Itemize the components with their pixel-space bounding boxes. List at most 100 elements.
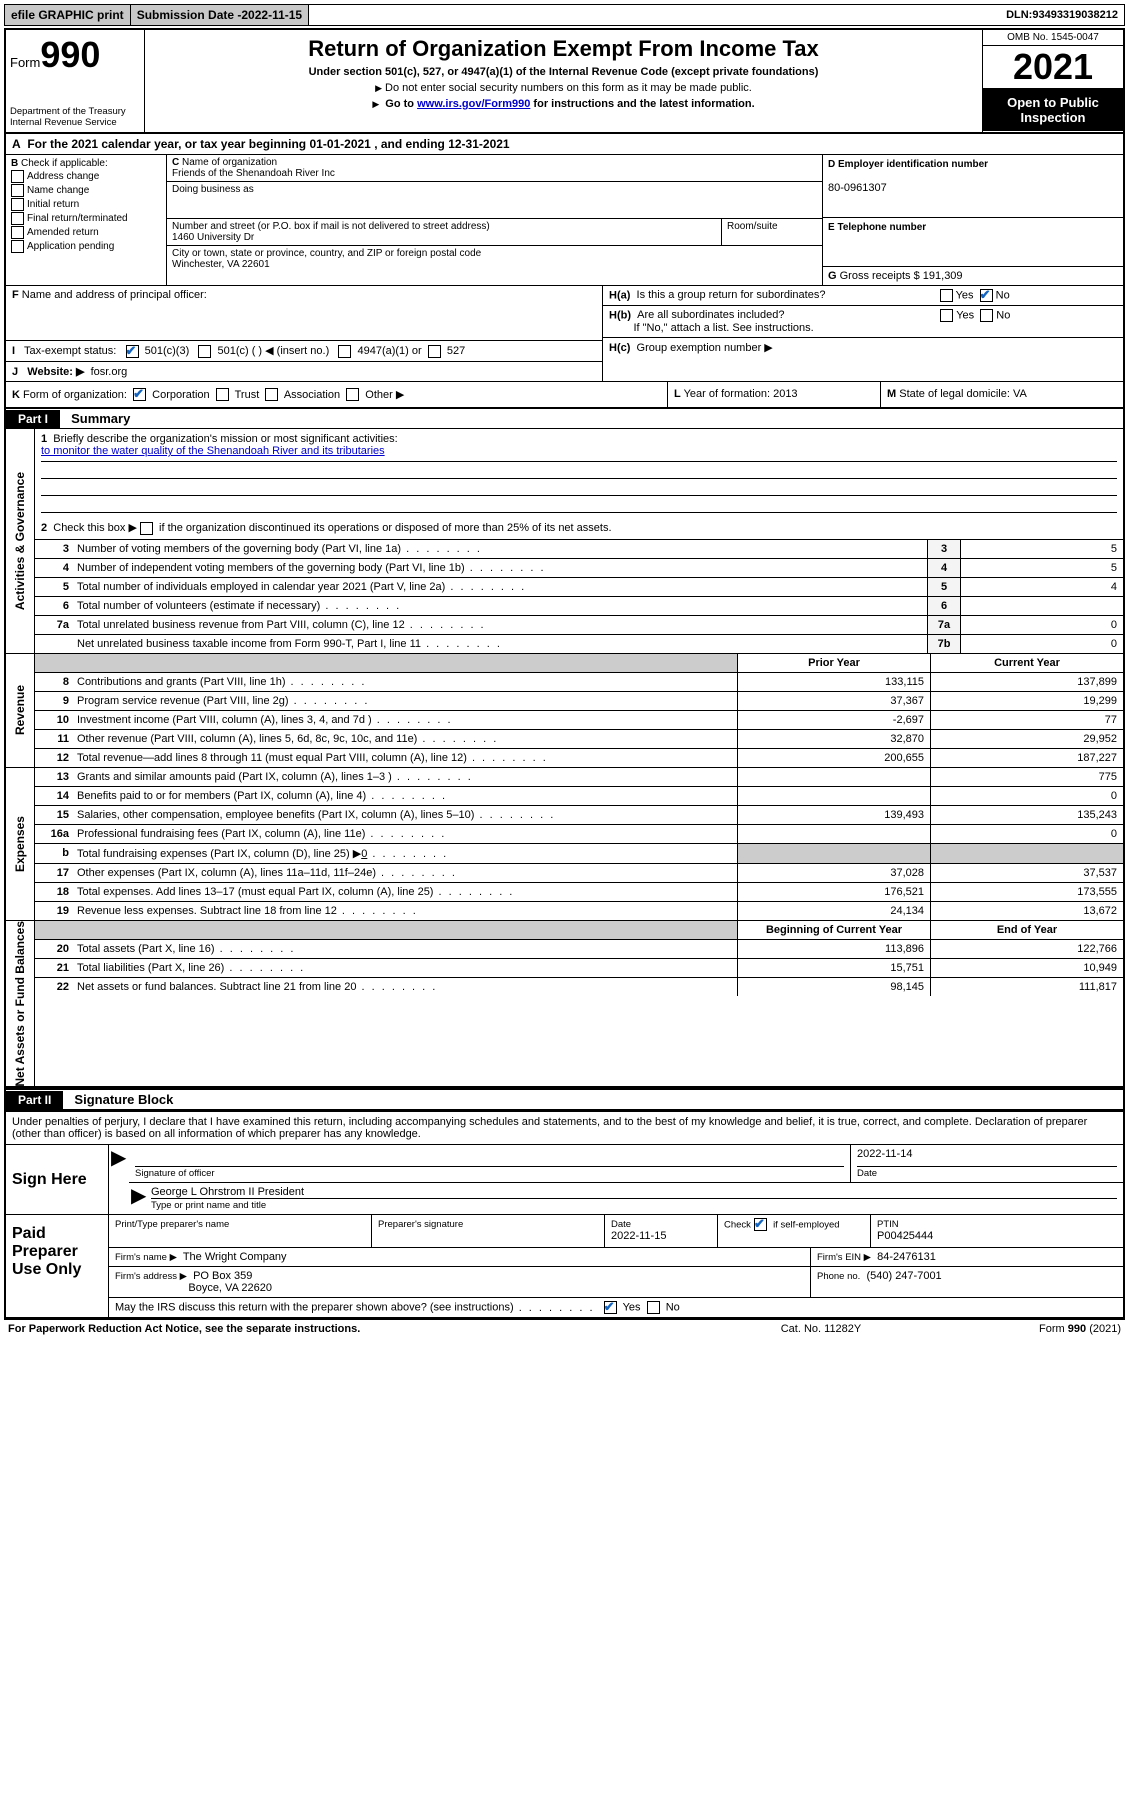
cb-discuss-no[interactable] bbox=[647, 1301, 660, 1314]
cb-assoc[interactable] bbox=[265, 388, 278, 401]
cb-final-return[interactable]: Final return/terminated bbox=[11, 212, 161, 225]
m-val: VA bbox=[1013, 388, 1027, 400]
qval: 0 bbox=[960, 616, 1123, 634]
hb-yes: Yes bbox=[956, 309, 974, 321]
qtext: Total expenses. Add lines 13–17 (must eq… bbox=[73, 883, 737, 901]
website-value: fosr.org bbox=[91, 366, 128, 378]
city-label: City or town, state or province, country… bbox=[172, 248, 481, 259]
fhj-left: F Name and address of principal officer:… bbox=[6, 286, 603, 381]
qnum: 14 bbox=[35, 787, 73, 805]
qtext: Program service revenue (Part VIII, line… bbox=[73, 692, 737, 710]
qnum: 9 bbox=[35, 692, 73, 710]
form-prefix: Form bbox=[10, 55, 40, 70]
page-footer: For Paperwork Reduction Act Notice, see … bbox=[4, 1319, 1125, 1338]
a-end: 12-31-2021 bbox=[448, 137, 509, 151]
fhj-block: F Name and address of principal officer:… bbox=[4, 286, 1125, 382]
cb-corp[interactable] bbox=[133, 388, 146, 401]
k-o2: Trust bbox=[235, 389, 260, 401]
qnum: b bbox=[35, 844, 73, 863]
qval-end: 122,766 bbox=[930, 940, 1123, 958]
qval: 5 bbox=[960, 559, 1123, 577]
irs-link[interactable]: www.irs.gov/Form990 bbox=[417, 98, 530, 110]
firm-ein-lbl: Firm's EIN ▶ bbox=[817, 1252, 871, 1263]
hb-subordinates: H(b) Are all subordinates included? Yes … bbox=[603, 306, 1123, 338]
cb-address-change[interactable]: Address change bbox=[11, 170, 161, 183]
sig-date-val: 2022-11-14 bbox=[857, 1148, 1117, 1167]
prep-name: Print/Type preparer's name bbox=[109, 1215, 372, 1247]
qval-curr: 77 bbox=[930, 711, 1123, 729]
l-label: Year of formation: bbox=[684, 388, 770, 400]
k-o3: Association bbox=[284, 389, 340, 401]
exp-line-19: 19 Revenue less expenses. Subtract line … bbox=[35, 902, 1123, 920]
cb-discontinued[interactable] bbox=[140, 522, 153, 535]
efile-print-button[interactable]: efile GRAPHIC print bbox=[5, 5, 131, 25]
cb-initial-return[interactable]: Initial return bbox=[11, 198, 161, 211]
e-label: Telephone number bbox=[837, 222, 926, 233]
net-lines: 20 Total assets (Part X, line 16) 113,89… bbox=[35, 940, 1123, 996]
header-left: Form990 Department of the Treasury Inter… bbox=[6, 30, 145, 132]
cb-name-change[interactable]: Name change bbox=[11, 184, 161, 197]
hc-exemption: H(c) Group exemption number ▶ bbox=[603, 338, 1123, 357]
qnum: 5 bbox=[35, 578, 73, 596]
cb-other[interactable] bbox=[346, 388, 359, 401]
cb-discuss-yes[interactable] bbox=[604, 1301, 617, 1314]
city-value: Winchester, VA 22601 bbox=[172, 259, 270, 270]
irs-label: Internal Revenue Service bbox=[10, 117, 140, 128]
cb-501c3[interactable] bbox=[126, 345, 139, 358]
net-header: Beginning of Current Year End of Year bbox=[35, 921, 1123, 940]
col-prior: Prior Year bbox=[737, 654, 930, 672]
cb-hb-no[interactable] bbox=[980, 309, 993, 322]
exp-line-18: 18 Total expenses. Add lines 13–17 (must… bbox=[35, 883, 1123, 902]
street-value: 1460 University Dr bbox=[172, 232, 254, 243]
m-label: State of legal domicile: bbox=[899, 388, 1010, 400]
signature-block: Under penalties of perjury, I declare th… bbox=[4, 1110, 1125, 1319]
vtab-gov-label: Activities & Governance bbox=[13, 472, 27, 610]
cb-amended-return[interactable]: Amended return bbox=[11, 226, 161, 239]
qval-curr: 137,899 bbox=[930, 673, 1123, 691]
gov-line-4: 4 Number of independent voting members o… bbox=[35, 559, 1123, 578]
qval-curr: 19,299 bbox=[930, 692, 1123, 710]
header-middle: Return of Organization Exempt From Incom… bbox=[145, 30, 982, 132]
col-curr: Current Year bbox=[930, 654, 1123, 672]
g-gross: G Gross receipts $ 191,309 bbox=[823, 267, 1123, 285]
cb-application-pending[interactable]: Application pending bbox=[11, 240, 161, 253]
l-year: L Year of formation: 2013 bbox=[668, 382, 881, 408]
expenses-content: 13 Grants and similar amounts paid (Part… bbox=[35, 768, 1123, 920]
net-hdr-text bbox=[73, 921, 737, 939]
qtext: Investment income (Part VIII, column (A)… bbox=[73, 711, 737, 729]
line-a-taxyear: A For the 2021 calendar year, or tax yea… bbox=[4, 134, 1125, 155]
b-opt-2: Initial return bbox=[27, 199, 79, 210]
cb-ha-yes[interactable] bbox=[940, 289, 953, 302]
cb-self-employed[interactable] bbox=[754, 1218, 767, 1231]
qval-prior: 37,028 bbox=[737, 864, 930, 882]
discuss-text: May the IRS discuss this return with the… bbox=[109, 1298, 1123, 1317]
qtext: Salaries, other compensation, employee b… bbox=[73, 806, 737, 824]
gov-line-5: 5 Total number of individuals employed i… bbox=[35, 578, 1123, 597]
qtext: Total assets (Part X, line 16) bbox=[73, 940, 737, 958]
officer-sig: Signature of officer bbox=[129, 1145, 851, 1182]
rev-line-8: 8 Contributions and grants (Part VIII, l… bbox=[35, 673, 1123, 692]
j-website: J Website: ▶ fosr.org bbox=[6, 362, 602, 381]
qnum: 20 bbox=[35, 940, 73, 958]
cb-ha-no[interactable] bbox=[980, 289, 993, 302]
prep-selfemp: Check if self-employed bbox=[718, 1215, 871, 1247]
cb-4947[interactable] bbox=[338, 345, 351, 358]
c-dba: Doing business as bbox=[167, 182, 822, 219]
qtext: Grants and similar amounts paid (Part IX… bbox=[73, 768, 737, 786]
officer-sig-line: Signature of officer 2022-11-14 Date bbox=[129, 1145, 1123, 1183]
qtext: Number of voting members of the governin… bbox=[73, 540, 927, 558]
a-begin: 01-01-2021 bbox=[309, 137, 370, 151]
cb-527[interactable] bbox=[428, 345, 441, 358]
cb-501c[interactable] bbox=[198, 345, 211, 358]
submission-date-button[interactable]: Submission Date - 2022-11-15 bbox=[131, 5, 309, 25]
qtext: Total liabilities (Part X, line 26) bbox=[73, 959, 737, 977]
qval-prior: 32,870 bbox=[737, 730, 930, 748]
qnum: 3 bbox=[35, 540, 73, 558]
b-opt-1: Name change bbox=[27, 185, 89, 196]
qbox: 3 bbox=[927, 540, 960, 558]
firm-name-lbl: Firm's name ▶ bbox=[115, 1252, 177, 1263]
i-o4: 527 bbox=[447, 345, 465, 357]
cb-trust[interactable] bbox=[216, 388, 229, 401]
cb-hb-yes[interactable] bbox=[940, 309, 953, 322]
k-label: Form of organization: bbox=[23, 389, 127, 401]
